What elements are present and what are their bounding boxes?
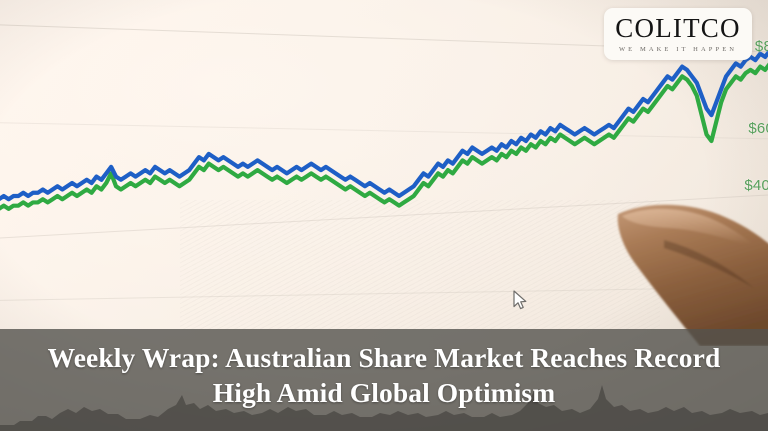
headline-line-1: Weekly Wrap: Australian Share Market Rea… [47,342,721,373]
chart-line-green [0,62,768,211]
price-axis-label-3: $40 [744,177,768,194]
article-headline: Weekly Wrap: Australian Share Market Rea… [0,340,768,410]
chart-series-group [0,49,768,211]
city-skyline-silhouette [0,385,768,431]
chart-line-blue [0,49,768,202]
logo-wordmark: COLITCO [615,13,741,43]
price-axis-label-1: $8 [754,38,768,55]
caption-overlay-band: Weekly Wrap: Australian Share Market Rea… [0,329,768,431]
screen-moire-texture [180,200,660,330]
price-axis-label-2: $60 [748,120,768,137]
headline-line-2: High Amid Global Optimism [212,377,556,408]
logo-tagline: WE MAKE IT HAPPEN [618,46,738,53]
mouse-pointer-icon [513,290,527,310]
colitco-logo[interactable]: COLITCO WE MAKE IT HAPPEN [604,8,752,60]
